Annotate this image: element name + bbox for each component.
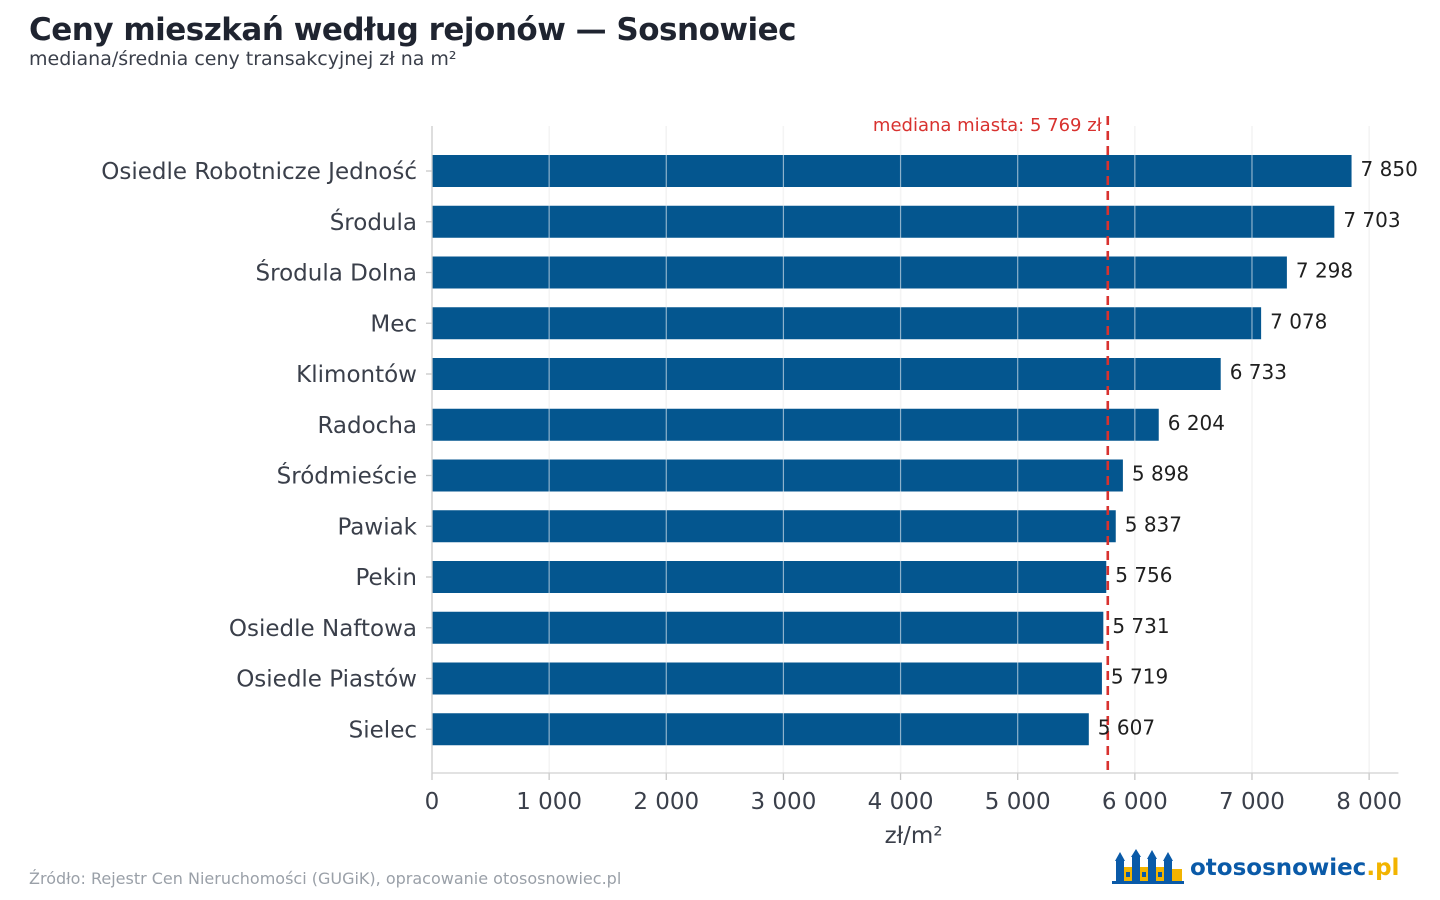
x-tick-label: 0 — [425, 789, 440, 815]
category-label: Klimontów — [296, 362, 417, 388]
chart-subtitle: mediana/średnia ceny transakcyjnej zł na… — [29, 48, 457, 70]
category-label: Sielec — [349, 717, 417, 743]
x-tick-label: 2 000 — [633, 789, 699, 815]
bars-layer — [432, 155, 1352, 746]
x-tick-label: 1 000 — [516, 789, 582, 815]
bar — [432, 408, 1159, 441]
value-label: 6 733 — [1230, 360, 1287, 384]
x-tick-label: 7 000 — [1219, 789, 1285, 815]
x-tick-label: 4 000 — [868, 789, 934, 815]
brand-name: otososnowiec — [1190, 855, 1367, 881]
category-label: Osiedle Robotnicze Jedność — [101, 159, 417, 185]
labels-layer: 7 850 7 703 7 298 7 078 6 733 6 204 5 898 5 837… — [1098, 157, 1418, 739]
axis-layer: 0 1 000 2 000 3 000 4 000 5 000 6 000 7 000 8 00… — [101, 126, 1402, 849]
x-tick-label: 3 000 — [750, 789, 816, 815]
bar — [432, 561, 1107, 593]
bar — [432, 307, 1262, 340]
bar — [432, 155, 1352, 187]
x-tick-label: 5 000 — [985, 789, 1051, 815]
bar — [432, 510, 1116, 543]
value-label: 5 837 — [1125, 512, 1182, 536]
chart-title: Ceny mieszkań według rejonów — Sosnowiec — [29, 12, 797, 48]
category-label: Osiedle Piastów — [236, 667, 417, 693]
category-label: Pawiak — [337, 514, 417, 540]
category-label: Mec — [370, 311, 417, 337]
median-layer: mediana miasta: 5 769 zł — [548, 115, 1370, 773]
x-tick-label: 6 000 — [1102, 789, 1168, 815]
category-label: Środula — [330, 208, 417, 236]
value-label: 5 756 — [1115, 563, 1172, 587]
category-label: Osiedle Naftowa — [229, 616, 417, 642]
value-label: 7 298 — [1296, 259, 1353, 283]
source-note: Źródło: Rejestr Cen Nieruchomości (GUGiK… — [29, 869, 622, 888]
value-label: 7 850 — [1361, 157, 1418, 181]
value-label: 6 204 — [1168, 411, 1225, 435]
value-label: 5 607 — [1098, 715, 1155, 739]
brand-tld: .pl — [1366, 855, 1400, 881]
bar — [432, 358, 1221, 390]
category-label: Radocha — [317, 413, 417, 439]
value-label: 7 078 — [1270, 309, 1327, 333]
value-label: 5 719 — [1111, 665, 1168, 689]
brand-logo[interactable]: otososnowiec.pl — [1112, 848, 1399, 888]
castle-logo-icon — [1112, 847, 1184, 889]
bar — [432, 611, 1104, 644]
bar — [432, 256, 1287, 289]
x-axis-label: zł/m² — [885, 823, 943, 849]
bar — [432, 713, 1089, 746]
category-label: Śródmieście — [277, 462, 417, 490]
value-label: 5 898 — [1132, 462, 1189, 486]
category-label: Środula Dolna — [256, 259, 417, 287]
median-label: mediana miasta: 5 769 zł — [873, 115, 1103, 136]
value-label: 5 731 — [1112, 614, 1169, 638]
bar — [432, 662, 1102, 695]
category-label: Pekin — [356, 565, 418, 591]
value-label: 7 703 — [1343, 208, 1400, 232]
bar — [432, 205, 1335, 238]
bar — [432, 459, 1123, 492]
x-tick-label: 8 000 — [1336, 789, 1402, 815]
